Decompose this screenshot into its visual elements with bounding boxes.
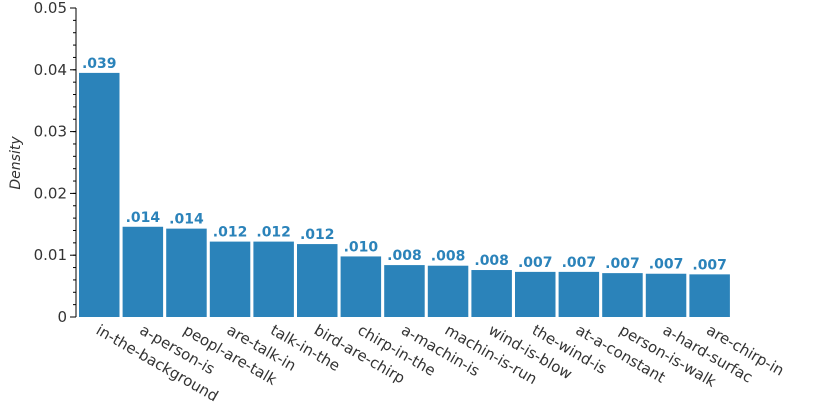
bar-value-label: .007	[562, 255, 597, 271]
bar-value-label: .008	[431, 249, 466, 265]
bars	[79, 72, 730, 317]
bar	[471, 270, 512, 317]
bar	[384, 265, 425, 317]
bar-value-label: .010	[344, 239, 379, 255]
bar	[558, 271, 600, 317]
y-tick-label: 0.04	[34, 61, 67, 79]
y-tick-label: 0.01	[34, 246, 67, 264]
bar	[602, 273, 643, 317]
bar-value-label: .012	[300, 227, 335, 243]
bar	[166, 228, 207, 317]
y-axis: 0 0.01 0.02 0.03 0.04 0.05	[34, 0, 77, 326]
bar-value-label: .014	[126, 210, 161, 226]
bar	[122, 226, 164, 317]
bar-value-label: .008	[387, 248, 422, 264]
bar	[645, 273, 687, 317]
bar	[340, 256, 382, 317]
bar-value-label: .014	[169, 212, 204, 228]
y-tick-label: 0.03	[34, 123, 67, 141]
bar-value-label: .008	[474, 253, 509, 269]
bar-value-label: .007	[605, 256, 640, 272]
bar-value-labels: .039 .014 .014 .012 .012 .012 .010 .008 .008 .008…	[82, 56, 727, 273]
bar-value-label: .007	[692, 257, 727, 273]
bar	[79, 72, 120, 317]
bar	[209, 241, 251, 317]
x-tick-labels: in-the-backgrounda-person-ispeopl-are-ta…	[93, 321, 787, 406]
bar	[427, 265, 469, 317]
bar-value-label: .007	[518, 255, 553, 271]
bar-value-label: .012	[213, 225, 248, 241]
bar	[689, 274, 730, 317]
y-axis-label: Density	[8, 136, 24, 190]
bar-value-label: .007	[649, 257, 684, 273]
y-tick-label: 0.05	[34, 0, 67, 17]
bar	[297, 244, 338, 317]
y-tick-label: 0.02	[34, 184, 67, 202]
bar-value-label: .039	[82, 56, 117, 72]
bar	[515, 271, 556, 317]
bar-value-label: .012	[256, 225, 291, 241]
y-tick-label: 0	[57, 308, 67, 326]
bar	[253, 241, 294, 317]
